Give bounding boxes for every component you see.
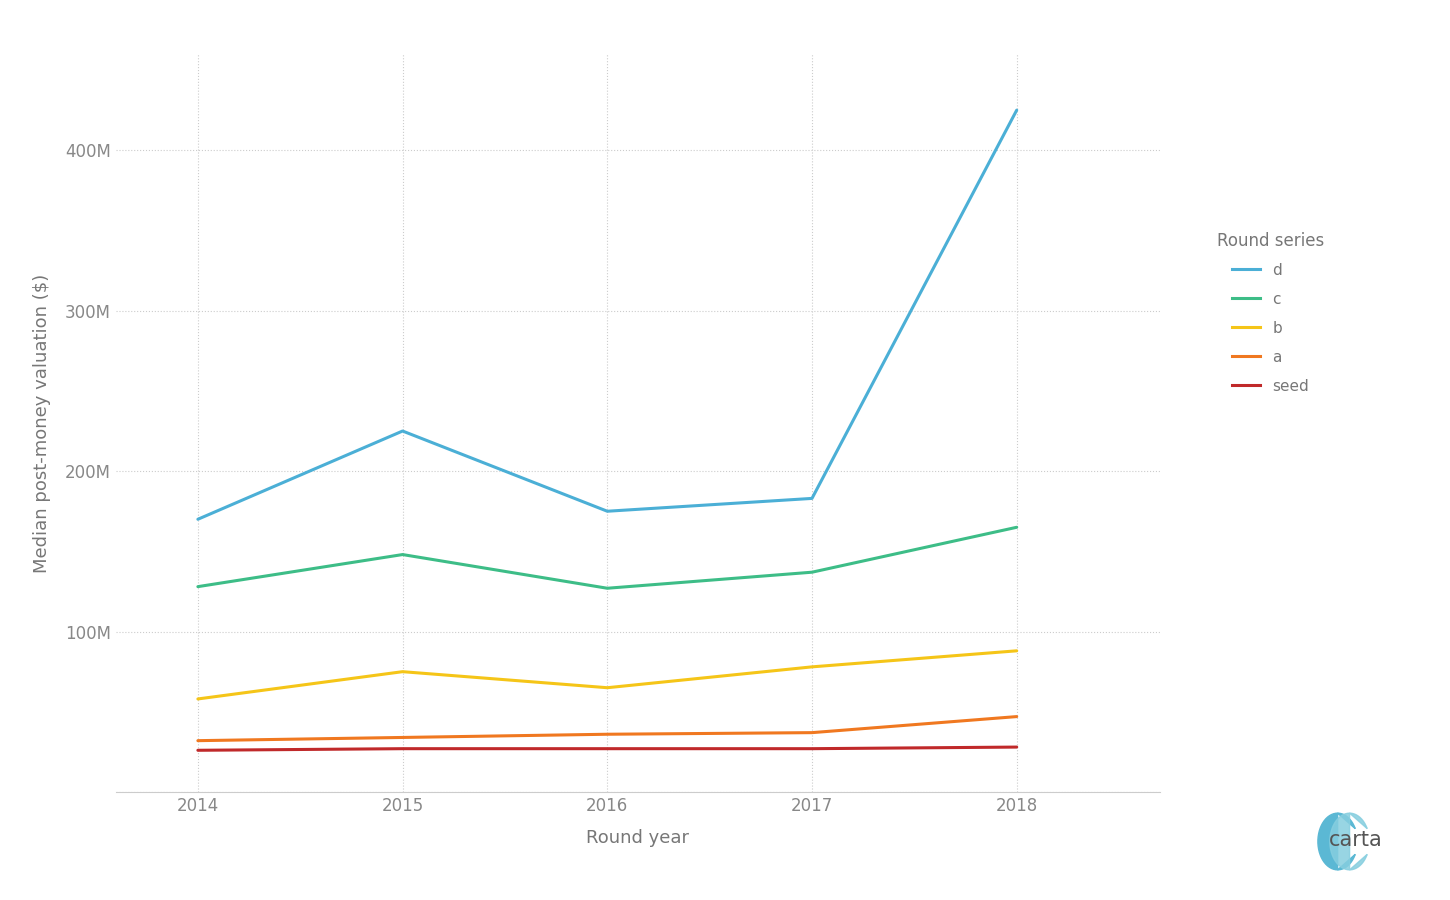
Text: carta: carta	[1328, 831, 1383, 850]
Polygon shape	[1318, 814, 1356, 869]
Y-axis label: Median post-money valuation ($): Median post-money valuation ($)	[33, 274, 51, 572]
Polygon shape	[1330, 814, 1367, 869]
Legend: d, c, b, a, seed: d, c, b, a, seed	[1209, 224, 1333, 401]
X-axis label: Round year: Round year	[586, 829, 690, 847]
